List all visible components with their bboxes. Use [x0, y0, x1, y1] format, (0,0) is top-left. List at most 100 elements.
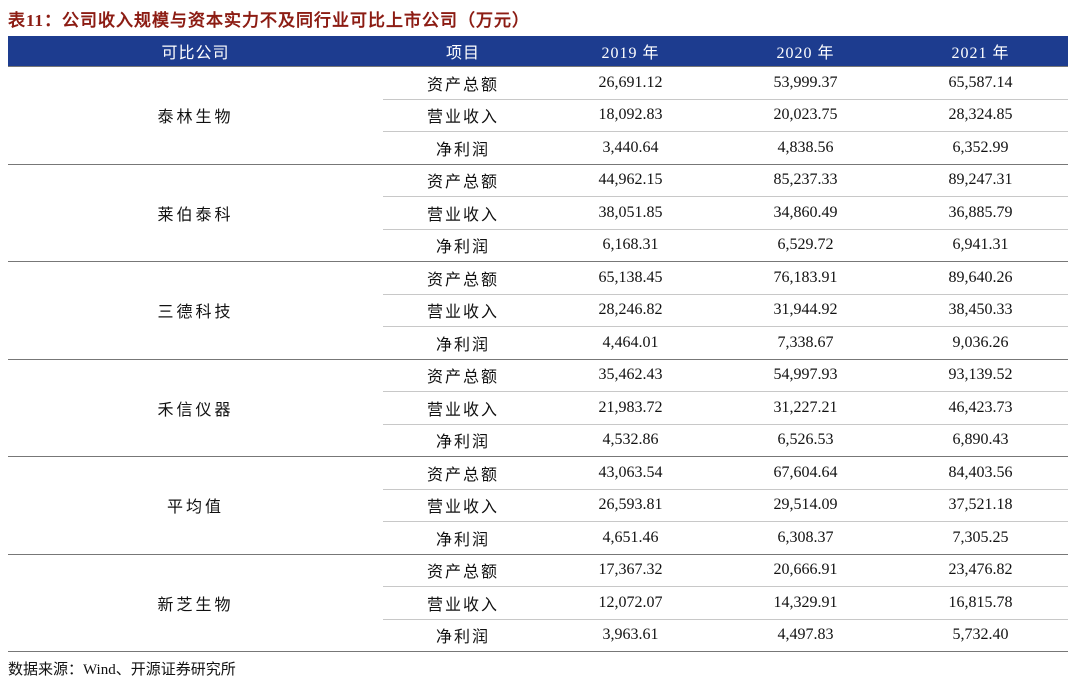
value-cell: 20,666.91: [718, 553, 893, 587]
table-row: 营业收入 21,983.72 31,227.21 46,423.73: [8, 391, 1068, 424]
data-table: 可比公司 项目 2019 年 2020 年 2021 年 泰林生物 资产总额 26,691.…: [8, 36, 1068, 652]
value-cell: 4,532.86: [543, 423, 718, 457]
value-cell: 26,691.12: [543, 66, 718, 99]
item-cell: 净利润: [383, 326, 543, 360]
header-cell: 可比公司: [8, 36, 383, 67]
company-cell: 禾信仪器: [8, 358, 383, 457]
table-row: 泰林生物 资产总额 26,691.12 53,999.37 65,587.14: [8, 66, 1068, 165]
value-cell: 43,063.54: [543, 456, 718, 489]
table-title: 表11：公司收入规模与资本实力不及同行业可比上市公司（万元）: [8, 11, 531, 30]
value-cell: 4,497.83: [718, 618, 893, 652]
value-cell: 4,651.46: [543, 521, 718, 555]
value-cell: 36,885.79: [893, 196, 1068, 229]
table-row: 新芝生物 资产总额 17,367.32 20,666.91 23,476.82: [8, 553, 1068, 652]
value-cell: 6,526.53: [718, 423, 893, 457]
value-cell: 16,815.78: [893, 586, 1068, 619]
table-row: 营业收入 18,092.83 20,023.75 28,324.85: [8, 98, 1068, 132]
item-cell: 资产总额: [383, 261, 543, 294]
value-cell: 35,462.43: [543, 358, 718, 392]
value-cell: 65,587.14: [893, 66, 1068, 99]
value-cell: 9,036.26: [893, 326, 1068, 360]
item-cell: 资产总额: [383, 66, 543, 99]
company-cell: 三德科技: [8, 261, 383, 360]
value-cell: 29,514.09: [718, 488, 893, 522]
item-cell: 营业收入: [383, 293, 543, 327]
value-cell: 3,440.64: [543, 131, 718, 165]
item-cell: 营业收入: [383, 196, 543, 229]
table-row: 净利润 6,168.31 6,529.72 6,941.31: [8, 228, 1068, 262]
item-cell: 资产总额: [383, 456, 543, 489]
value-cell: 53,999.37: [718, 66, 893, 99]
value-cell: 3,963.61: [543, 618, 718, 652]
value-cell: 37,521.18: [893, 488, 1068, 522]
value-cell: 17,367.32: [543, 553, 718, 587]
item-cell: 资产总额: [383, 163, 543, 197]
value-cell: 6,941.31: [893, 228, 1068, 262]
company-cell: 泰林生物: [8, 66, 383, 165]
value-cell: 44,962.15: [543, 163, 718, 197]
item-cell: 净利润: [383, 131, 543, 165]
value-cell: 67,604.64: [718, 456, 893, 489]
item-cell: 净利润: [383, 521, 543, 555]
table-row: 营业收入 28,246.82 31,944.92 38,450.33: [8, 293, 1068, 327]
item-cell: 营业收入: [383, 98, 543, 132]
value-cell: 12,072.07: [543, 586, 718, 619]
value-cell: 6,352.99: [893, 131, 1068, 165]
value-cell: 7,305.25: [893, 521, 1068, 555]
company-cell: 莱伯泰科: [8, 163, 383, 262]
table-row: 净利润 3,963.61 4,497.83 5,732.40: [8, 618, 1068, 652]
header-row: 可比公司 项目 2019 年 2020 年 2021 年: [8, 36, 1068, 67]
value-cell: 38,450.33: [893, 293, 1068, 327]
header-cell: 2020 年: [718, 36, 893, 67]
table-row: 营业收入 26,593.81 29,514.09 37,521.18: [8, 488, 1068, 522]
value-cell: 93,139.52: [893, 358, 1068, 392]
value-cell: 7,338.67: [718, 326, 893, 360]
table-row: 三德科技 资产总额 65,138.45 76,183.91 89,640.26: [8, 261, 1068, 360]
source-note: 数据来源：Wind、开源证券研究所: [8, 662, 236, 678]
value-cell: 76,183.91: [718, 261, 893, 294]
value-cell: 5,732.40: [893, 618, 1068, 652]
item-cell: 资产总额: [383, 358, 543, 392]
value-cell: 31,944.92: [718, 293, 893, 327]
value-cell: 31,227.21: [718, 391, 893, 424]
value-cell: 38,051.85: [543, 196, 718, 229]
value-cell: 6,529.72: [718, 228, 893, 262]
value-cell: 34,860.49: [718, 196, 893, 229]
value-cell: 6,308.37: [718, 521, 893, 555]
value-cell: 54,997.93: [718, 358, 893, 392]
company-cell: 平均值: [8, 456, 383, 555]
header-cell: 项目: [383, 36, 543, 67]
company-cell: 新芝生物: [8, 553, 383, 652]
item-cell: 营业收入: [383, 586, 543, 619]
value-cell: 4,464.01: [543, 326, 718, 360]
item-cell: 营业收入: [383, 391, 543, 424]
value-cell: 28,324.85: [893, 98, 1068, 132]
table-row: 莱伯泰科 资产总额 44,962.15 85,237.33 89,247.31: [8, 163, 1068, 262]
item-cell: 净利润: [383, 423, 543, 457]
value-cell: 84,403.56: [893, 456, 1068, 489]
item-cell: 净利润: [383, 228, 543, 262]
value-cell: 85,237.33: [718, 163, 893, 197]
value-cell: 18,092.83: [543, 98, 718, 132]
value-cell: 6,890.43: [893, 423, 1068, 457]
value-cell: 23,476.82: [893, 553, 1068, 587]
value-cell: 28,246.82: [543, 293, 718, 327]
value-cell: 65,138.45: [543, 261, 718, 294]
value-cell: 21,983.72: [543, 391, 718, 424]
table-row: 净利润 4,532.86 6,526.53 6,890.43: [8, 423, 1068, 457]
table-row: 禾信仪器 资产总额 35,462.43 54,997.93 93,139.52: [8, 358, 1068, 457]
table-row: 净利润 4,651.46 6,308.37 7,305.25: [8, 521, 1068, 555]
value-cell: 14,329.91: [718, 586, 893, 619]
value-cell: 6,168.31: [543, 228, 718, 262]
item-cell: 净利润: [383, 618, 543, 652]
header-cell: 2019 年: [543, 36, 718, 67]
table-row: 平均值 资产总额 43,063.54 67,604.64 84,403.56: [8, 456, 1068, 555]
item-cell: 营业收入: [383, 488, 543, 522]
table-row: 营业收入 12,072.07 14,329.91 16,815.78: [8, 586, 1068, 619]
value-cell: 20,023.75: [718, 98, 893, 132]
value-cell: 46,423.73: [893, 391, 1068, 424]
table-row: 营业收入 38,051.85 34,860.49 36,885.79: [8, 196, 1068, 229]
value-cell: 89,640.26: [893, 261, 1068, 294]
value-cell: 89,247.31: [893, 163, 1068, 197]
